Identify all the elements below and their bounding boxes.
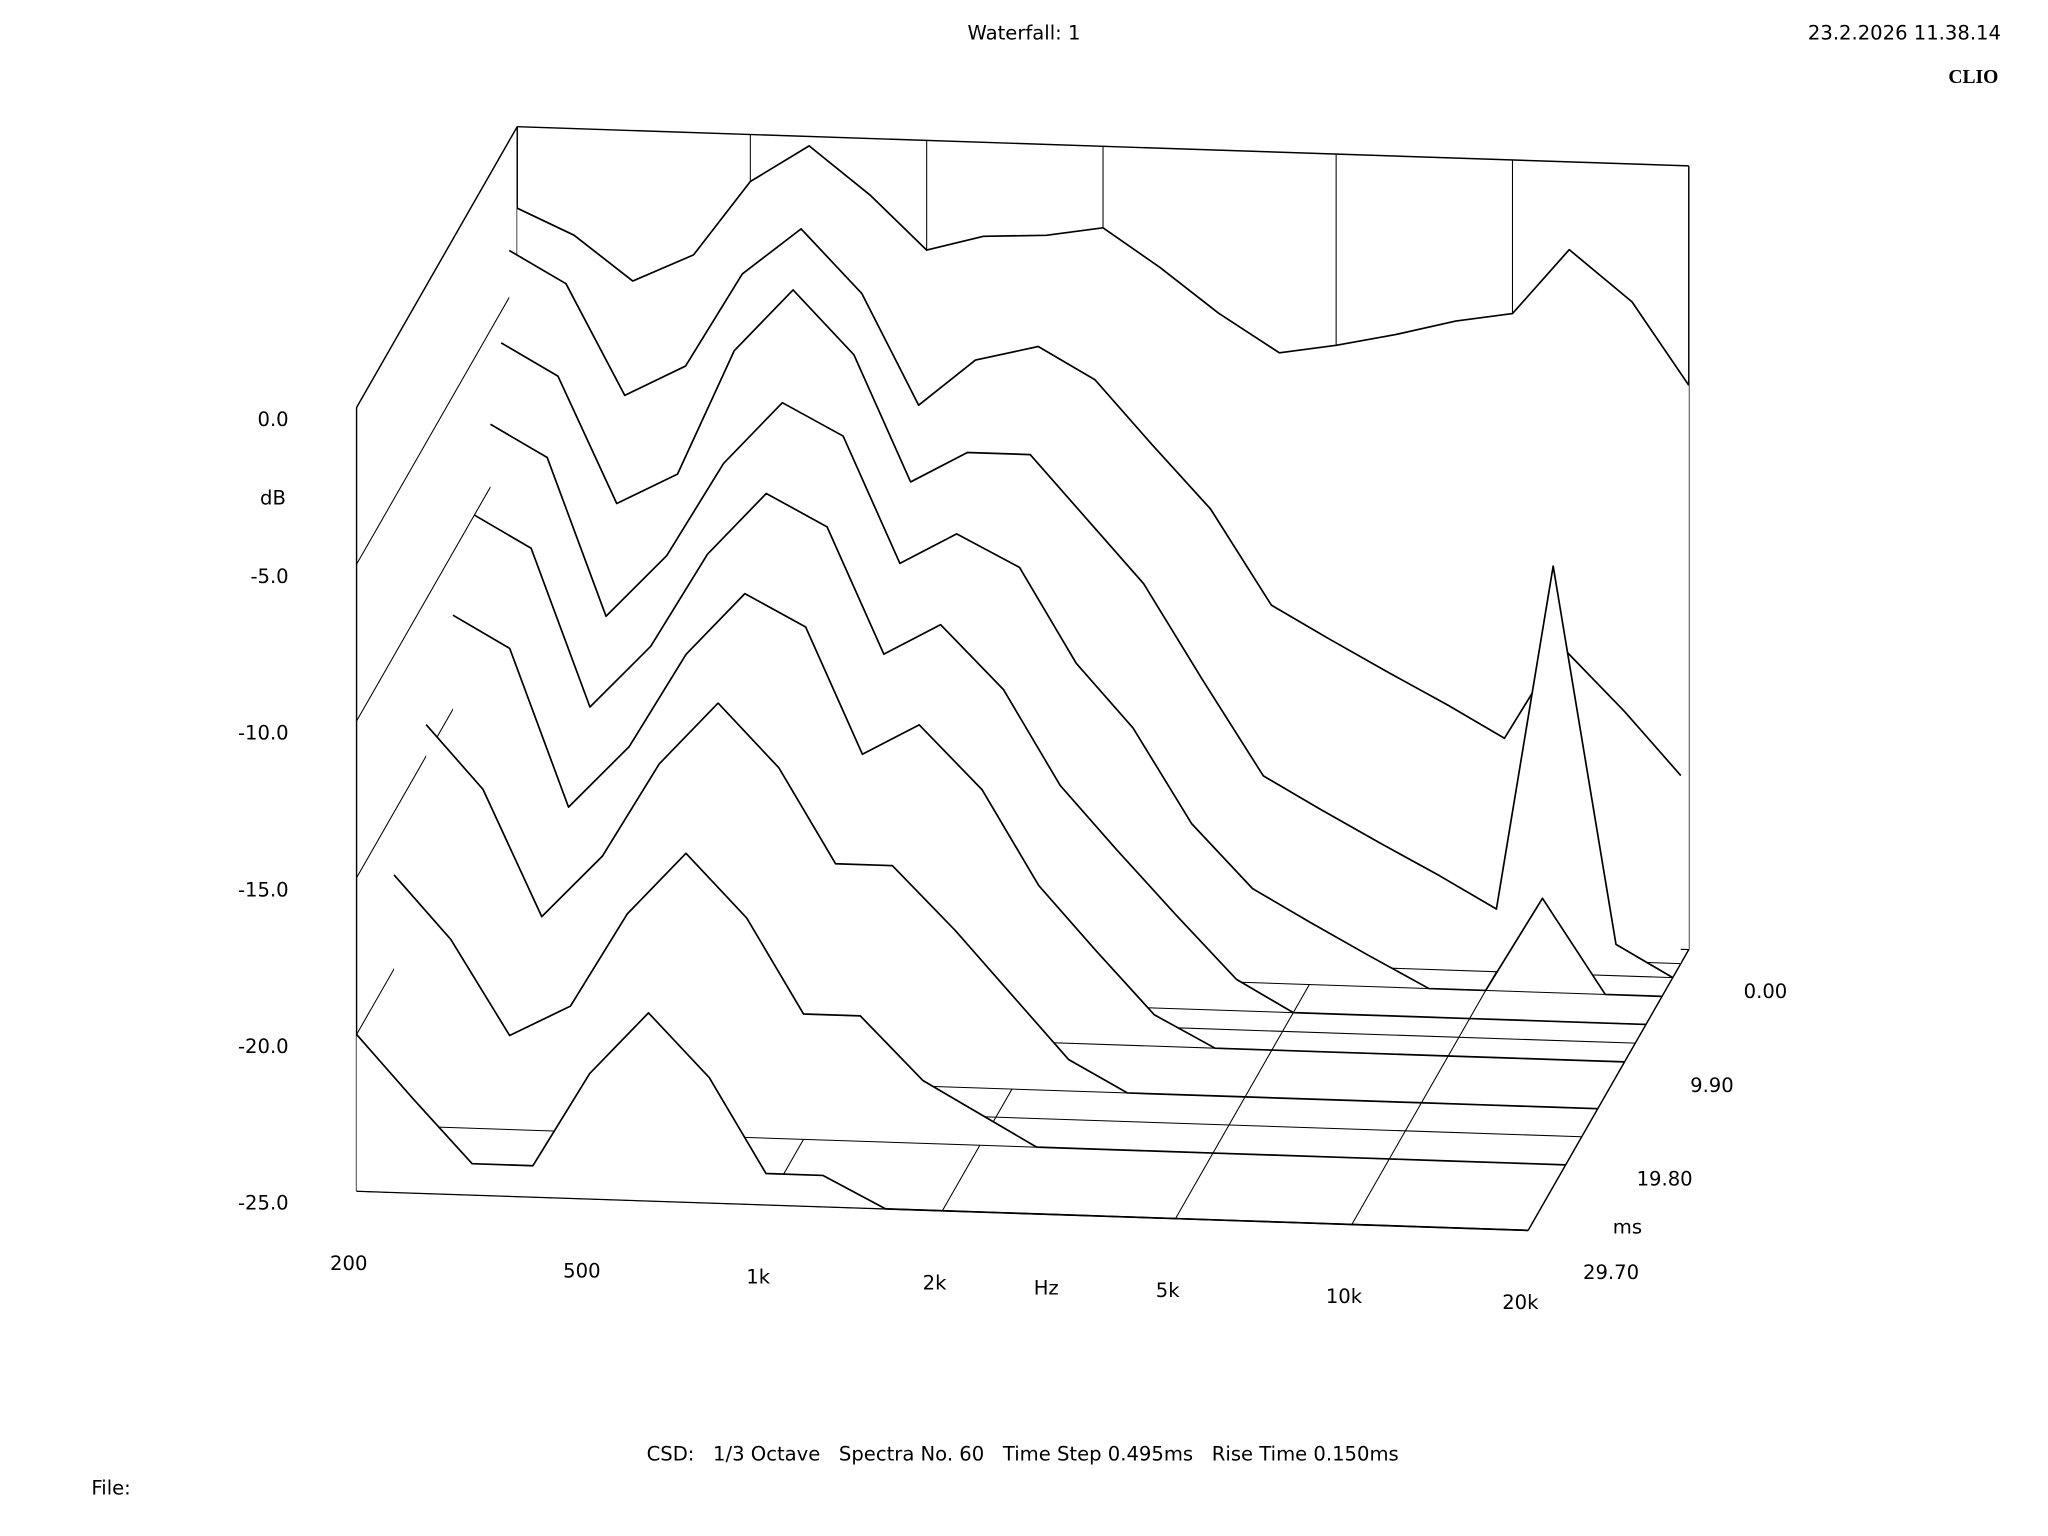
grid-line <box>356 126 518 408</box>
y-axis-label: dB <box>260 486 286 509</box>
z-tick-label: 19.80 <box>1637 1167 1693 1190</box>
grid-line <box>356 283 518 565</box>
z-axis-label: ms <box>1613 1215 1642 1238</box>
slice-base <box>356 1190 1529 1231</box>
footer: CSD: 1/3 Octave Spectra No. 60 Time Step… <box>647 1443 1399 1466</box>
y-tick-label: -15.0 <box>238 878 289 901</box>
grid-line <box>1527 949 1690 1231</box>
slice-mask <box>356 1012 1529 1231</box>
x-tick-label: 5k <box>1156 1279 1180 1302</box>
y-tick-label: -5.0 <box>250 565 288 588</box>
z-tick-label: 29.70 <box>1583 1261 1639 1284</box>
x-tick-label: 1k <box>746 1266 770 1289</box>
slice-curve <box>508 228 1682 777</box>
y-tick-label: -10.0 <box>238 722 289 745</box>
x-axis-label: Hz <box>1034 1277 1059 1300</box>
y-tick-label: 0.0 <box>258 408 289 431</box>
chart-title: Waterfall: 1 <box>968 21 1081 44</box>
brand: CLIO <box>1948 67 1998 88</box>
timestamp: 23.2.2026 11.38.14 <box>1808 21 2001 44</box>
x-tick-label: 20k <box>1502 1291 1539 1314</box>
y-tick-label: -20.0 <box>238 1035 289 1058</box>
x-tick-label: 2k <box>923 1271 947 1294</box>
slice-curve <box>516 145 1690 386</box>
file-label: File: <box>91 1476 130 1499</box>
plot-area: 0.0 -5.0 -10.0 -15.0 -20.0 -25.0 200 500 1k 2k 5k 1… <box>238 125 1788 1314</box>
z-tick-label: 0.00 <box>1744 980 1788 1003</box>
x-tick-label: 500 <box>563 1260 600 1283</box>
x-tick-label: 10k <box>1326 1285 1363 1308</box>
x-tick-label: 200 <box>330 1252 367 1275</box>
slice-curve <box>500 289 1674 979</box>
y-tick-label: -25.0 <box>238 1192 289 1215</box>
z-tick-label: 9.90 <box>1690 1074 1734 1097</box>
